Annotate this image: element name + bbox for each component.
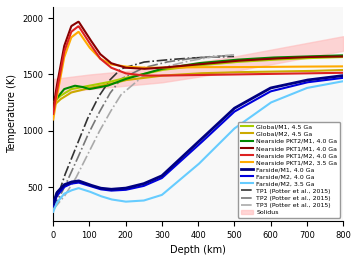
Y-axis label: Temperature (K): Temperature (K): [7, 74, 17, 153]
X-axis label: Depth (km): Depth (km): [170, 245, 226, 255]
Legend: Global/M1, 4.5 Ga, Global/M2, 4.5 Ga, Nearside PKT2/M1, 4.0 Ga, Nearside PKT1/M1: Global/M1, 4.5 Ga, Global/M2, 4.5 Ga, Ne…: [238, 122, 340, 218]
